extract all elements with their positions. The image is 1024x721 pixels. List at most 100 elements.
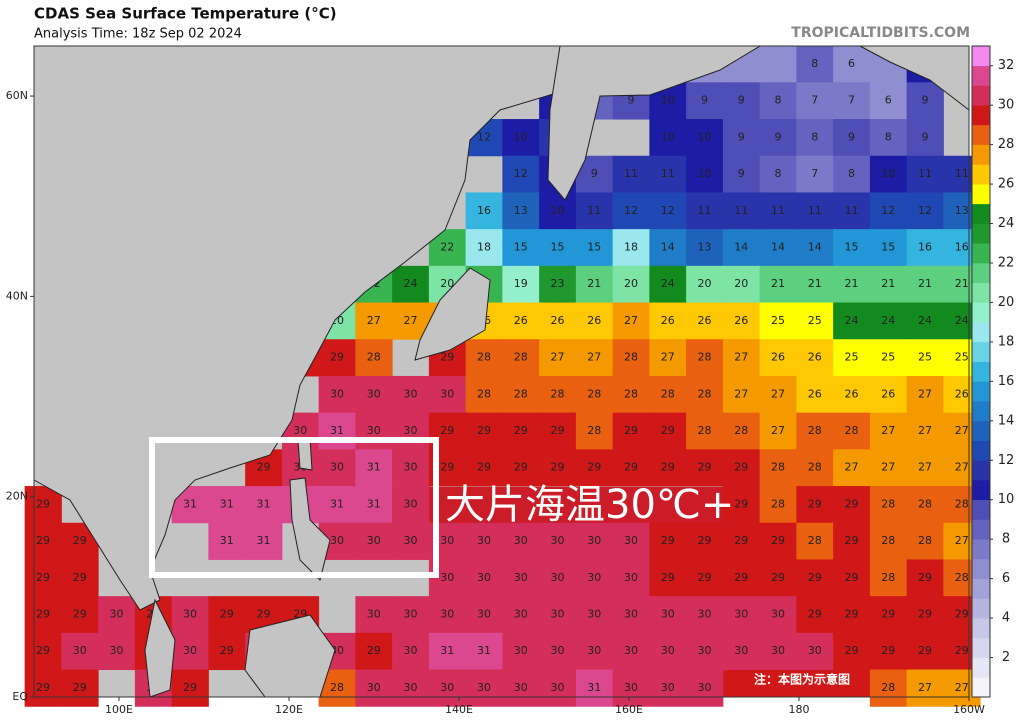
sst-label: 30 <box>661 681 675 694</box>
sst-label: 30 <box>551 681 565 694</box>
sst-label: 30 <box>698 681 712 694</box>
sst-label: 10 <box>661 94 675 107</box>
sst-cell <box>612 229 650 267</box>
sst-label: 21 <box>881 277 895 290</box>
colorbar-segment <box>972 361 990 382</box>
sst-cell <box>392 412 430 450</box>
sst-label: 26 <box>808 387 822 400</box>
sst-label: 21 <box>808 277 822 290</box>
sst-label: 26 <box>845 387 859 400</box>
sst-label: 31 <box>220 534 234 547</box>
sst-label: 29 <box>624 424 638 437</box>
colorbar-label: 2 <box>1002 650 1010 665</box>
sst-label: 30 <box>734 644 748 657</box>
sst-label: 24 <box>404 277 418 290</box>
sst-label: 16 <box>918 241 932 254</box>
sst-cell <box>465 412 503 450</box>
sst-cell <box>686 412 724 450</box>
sst-cell <box>759 302 797 340</box>
sst-label: 7 <box>811 94 818 107</box>
colorbar-label: 28 <box>998 137 1015 152</box>
sst-cell <box>649 192 687 230</box>
sst-cell <box>539 669 577 707</box>
sst-cell <box>722 412 761 450</box>
sst-label: 30 <box>477 681 491 694</box>
colorbar-segment <box>972 598 990 619</box>
sst-cell <box>649 596 687 634</box>
sst-label: 10 <box>698 130 712 143</box>
sst-cell <box>833 339 871 377</box>
sst-cell <box>575 669 614 707</box>
sst-label: 29 <box>918 608 932 621</box>
sst-label: 30 <box>514 644 528 657</box>
sst-cell <box>465 375 503 414</box>
sst-cell <box>355 339 393 377</box>
sst-cell <box>722 155 761 193</box>
sst-label: 29 <box>514 424 528 437</box>
sst-cell <box>759 486 797 524</box>
lon-tick-label: 100E <box>105 703 133 716</box>
sst-label: 15 <box>845 241 859 254</box>
sst-label: 30 <box>587 608 601 621</box>
sst-label: 16 <box>955 241 969 254</box>
sst-cell <box>796 559 834 597</box>
sst-cell <box>612 522 650 560</box>
sst-label: 22 <box>440 241 454 254</box>
colorbar-segment <box>972 677 990 698</box>
sst-label: 29 <box>698 571 712 584</box>
sst-label: 29 <box>845 534 859 547</box>
sst-label: 27 <box>404 314 418 327</box>
sst-cell <box>575 449 614 487</box>
sst-cell <box>355 486 393 524</box>
sst-cell <box>612 302 650 340</box>
sst-label: 14 <box>808 241 822 254</box>
sst-label: 30 <box>440 681 454 694</box>
sst-label: 29 <box>330 351 344 364</box>
sst-label: 30 <box>367 387 381 400</box>
sst-label: 7 <box>848 94 855 107</box>
sst-label: 28 <box>661 387 675 400</box>
colorbar-label: 8 <box>1002 532 1010 547</box>
sst-cell <box>539 302 577 340</box>
sst-cell <box>502 155 540 193</box>
sst-label: 27 <box>551 351 565 364</box>
sst-cell <box>869 486 908 524</box>
sst-label: 11 <box>587 204 601 217</box>
sst-label: 29 <box>440 461 454 474</box>
sst-label: 27 <box>918 681 932 694</box>
sst-label: 28 <box>881 497 895 510</box>
sst-cell <box>906 155 944 193</box>
sst-cell <box>833 522 871 560</box>
sst-cell <box>575 192 614 230</box>
sst-label: 29 <box>257 608 271 621</box>
sst-cell <box>465 522 503 560</box>
sst-cell <box>833 559 871 597</box>
sst-label: 29 <box>551 461 565 474</box>
sst-label: 29 <box>845 608 859 621</box>
sst-label: 29 <box>955 608 969 621</box>
sst-label: 28 <box>698 387 712 400</box>
colorbar-label: 30 <box>998 98 1015 113</box>
sst-label: 27 <box>367 314 381 327</box>
sst-cell <box>392 486 430 524</box>
sst-label: 30 <box>771 644 785 657</box>
sst-cell <box>171 669 209 707</box>
sst-label: 29 <box>440 351 454 364</box>
sst-cell <box>502 375 540 414</box>
sst-cell <box>869 375 908 414</box>
sst-cell <box>392 669 430 707</box>
sst-label: 30 <box>551 571 565 584</box>
colorbar-segment <box>972 46 990 67</box>
colorbar-label: 22 <box>998 256 1015 271</box>
sst-label: 18 <box>477 241 491 254</box>
sst-cell <box>502 669 540 707</box>
sst-cell <box>686 449 724 487</box>
sst-label: 8 <box>775 167 782 180</box>
colorbar-segment <box>972 263 990 284</box>
sst-cell <box>906 265 944 304</box>
colorbar-segment <box>972 85 990 106</box>
sst-label: 29 <box>955 644 969 657</box>
sst-label: 29 <box>220 644 234 657</box>
sst-label: 6 <box>848 57 855 70</box>
